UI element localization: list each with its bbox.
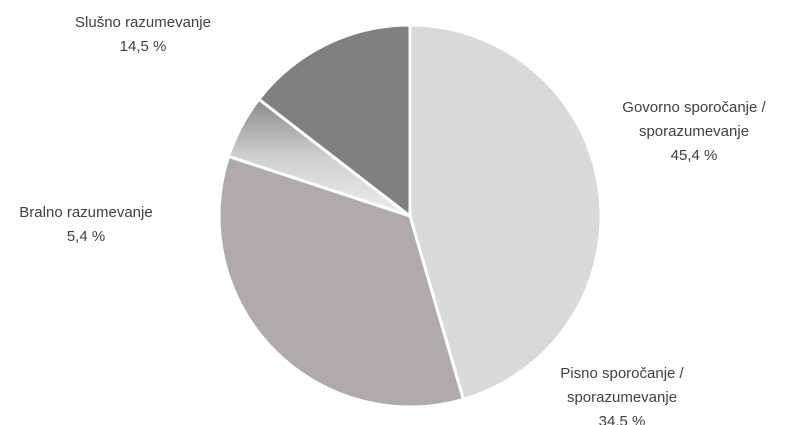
slice-pisno [217,154,465,409]
slice-value-govorno: 45,4 % [671,147,718,164]
slice-label-slusno: Slušno razumevanje 14,5 % [75,14,211,55]
slice-label-govorno-line1: Govorno sporočanje / [622,99,766,116]
slice-label-pisno: Pisno sporočanje / sporazumevanje 34,5 % [560,365,684,425]
slice-label-pisno-line2: sporazumevanje [567,389,677,406]
slice-govorno [408,23,603,401]
slice-label-bralno: Bralno razumevanje 5,4 % [19,204,152,245]
slice-label-govorno: Govorno sporočanje / sporazumevanje 45,4… [622,99,766,164]
pie-slices [217,23,603,409]
slice-value-slusno: 14,5 % [120,38,167,55]
slice-label-pisno-line1: Pisno sporočanje / [560,365,684,382]
slice-value-bralno: 5,4 % [67,228,105,245]
slice-slusno [257,23,412,218]
slice-value-pisno: 34,5 % [599,413,646,425]
slice-label-bralno-line1: Bralno razumevanje [19,204,152,221]
slice-label-slusno-line1: Slušno razumevanje [75,14,211,31]
slice-label-govorno-line2: sporazumevanje [639,123,749,140]
